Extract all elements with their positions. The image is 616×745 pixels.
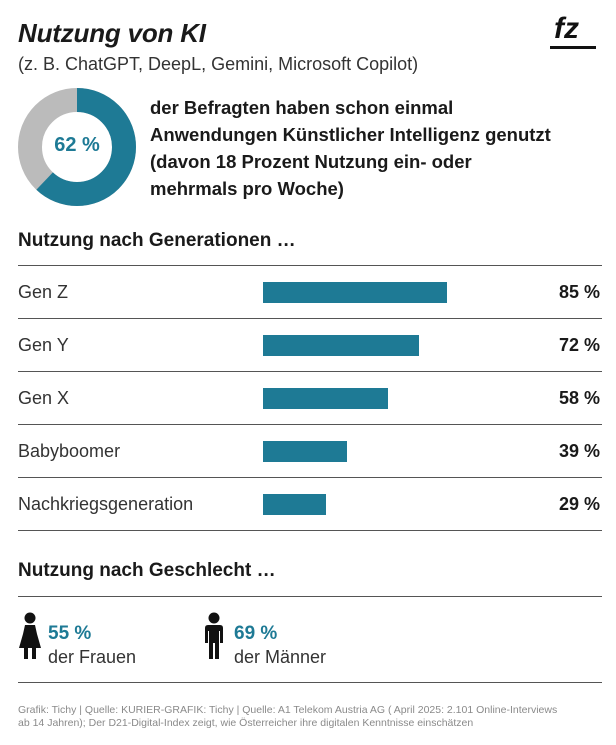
logo-underline: [550, 46, 596, 49]
divider: [18, 318, 602, 319]
divider: [18, 682, 602, 683]
divider: [18, 596, 602, 597]
data-label: 29 %: [558, 494, 600, 514]
bar: [263, 388, 389, 409]
men-label: der Männer: [234, 647, 327, 667]
divider: [18, 477, 602, 478]
summary-headline: der Befragten haben schon einmal Anwendu…: [150, 94, 590, 202]
divider: [18, 265, 602, 266]
woman-icon: [19, 612, 41, 659]
data-label: 39 %: [558, 441, 600, 461]
divider: [18, 530, 602, 531]
donut-chart: [18, 88, 136, 206]
page-title: Nutzung von KI: [18, 18, 206, 48]
headline-line: Anwendungen Künstlicher Intelligenz genu…: [150, 124, 551, 145]
bar: [263, 441, 348, 462]
man-icon: [205, 612, 223, 659]
headline-line: mehrmals pro Woche): [150, 178, 344, 199]
gender-section-title: Nutzung nach Geschlecht …: [18, 560, 276, 581]
bar: [263, 282, 447, 303]
logo-text: fz: [554, 12, 579, 45]
headline-line: der Befragten haben schon einmal: [150, 97, 454, 118]
women-percent: 55 %: [48, 623, 92, 644]
donut-value-ring: [18, 88, 136, 206]
category-label: Babyboomer: [18, 441, 121, 461]
category-label: Nachkriegsgeneration: [18, 494, 194, 514]
page-subtitle: (z. B. ChatGPT, DeepL, Gemini, Microsoft…: [18, 54, 419, 74]
publisher-logo: fz: [550, 12, 596, 52]
category-label: Gen Y: [18, 335, 69, 355]
data-label: 72 %: [558, 335, 600, 355]
divider: [18, 424, 602, 425]
generations-section-title: Nutzung nach Generationen …: [18, 230, 296, 251]
data-label: 58 %: [558, 388, 600, 408]
category-label: Gen Z: [18, 282, 69, 302]
headline-line: (davon 18 Prozent Nutzung ein- oder: [150, 151, 472, 172]
bar: [263, 494, 326, 515]
category-label: Gen X: [18, 388, 70, 408]
divider: [18, 371, 602, 372]
men-percent: 69 %: [234, 623, 278, 644]
women-label: der Frauen: [48, 647, 137, 667]
bar: [263, 335, 419, 356]
donut-percent-label: 62 %: [54, 134, 100, 156]
footer-line: ab 14 Jahren); Der D21-Digital-Index zei…: [18, 717, 474, 729]
source-footer: Grafik: Tichy | Quelle: KURIER-GRAFIK: T…: [18, 704, 578, 730]
data-label: 85 %: [558, 282, 600, 302]
footer-line: Grafik: Tichy | Quelle: KURIER-GRAFIK: T…: [18, 704, 558, 716]
